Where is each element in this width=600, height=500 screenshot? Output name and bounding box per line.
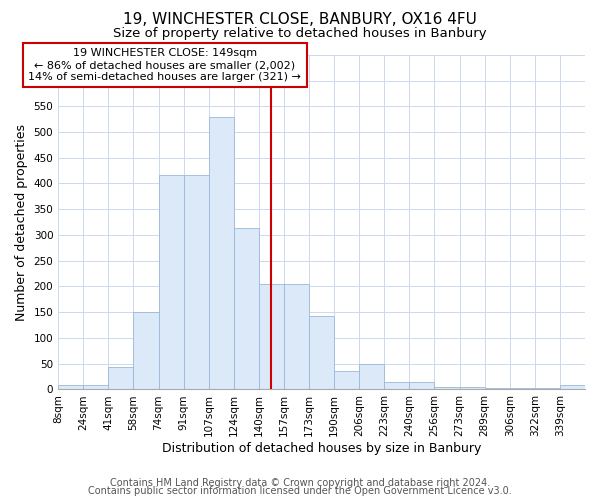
Text: 19 WINCHESTER CLOSE: 149sqm
← 86% of detached houses are smaller (2,002)
14% of : 19 WINCHESTER CLOSE: 149sqm ← 86% of det… [28, 48, 301, 82]
Y-axis label: Number of detached properties: Number of detached properties [15, 124, 28, 320]
Bar [209, 116, 234, 390]
Bar [234, 228, 259, 390]
Bar [434, 387, 460, 390]
Bar [58, 386, 83, 390]
Bar [560, 386, 585, 390]
Bar [184, 175, 209, 390]
Bar [359, 364, 385, 390]
Bar [535, 388, 560, 390]
Text: Size of property relative to detached houses in Banbury: Size of property relative to detached ho… [113, 28, 487, 40]
Bar [510, 388, 535, 390]
Bar [284, 284, 309, 390]
Text: 19, WINCHESTER CLOSE, BANBURY, OX16 4FU: 19, WINCHESTER CLOSE, BANBURY, OX16 4FU [123, 12, 477, 28]
Bar [309, 316, 334, 390]
Bar [259, 284, 284, 390]
Bar [385, 382, 409, 390]
Bar [133, 312, 158, 390]
Bar [158, 175, 184, 390]
X-axis label: Distribution of detached houses by size in Banbury: Distribution of detached houses by size … [162, 442, 481, 455]
Bar [334, 372, 359, 390]
Bar [485, 388, 510, 390]
Text: Contains public sector information licensed under the Open Government Licence v3: Contains public sector information licen… [88, 486, 512, 496]
Bar [460, 387, 485, 390]
Bar [409, 382, 434, 390]
Bar [109, 367, 133, 390]
Bar [83, 386, 109, 390]
Text: Contains HM Land Registry data © Crown copyright and database right 2024.: Contains HM Land Registry data © Crown c… [110, 478, 490, 488]
